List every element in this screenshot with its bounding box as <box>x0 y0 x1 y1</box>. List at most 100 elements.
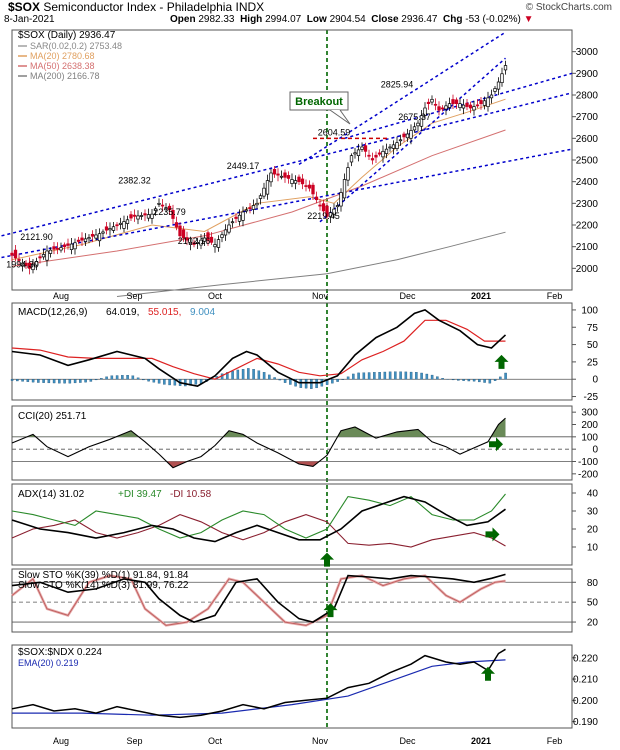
candle-body <box>468 104 473 109</box>
adx-ytick-label: 20 <box>587 525 599 536</box>
macd-histogram-bar <box>121 375 124 380</box>
macd-histogram-bar <box>278 379 282 381</box>
candle-body <box>290 179 294 184</box>
price-ytick-label: 2800 <box>576 91 599 102</box>
price-legend-entry: MA(200) 2166.78 <box>30 71 100 81</box>
macd-histogram-bar <box>126 375 129 380</box>
minus-di-line <box>11 514 506 548</box>
candle-body <box>241 211 245 221</box>
candle-body <box>164 207 168 210</box>
candle-body <box>409 130 413 139</box>
macd-histogram-bar <box>47 379 51 384</box>
candle-body <box>174 222 179 228</box>
xaxis-label-top: 2021 <box>471 291 491 301</box>
candle-body <box>461 104 466 109</box>
candle-body <box>73 242 77 250</box>
candle-body <box>346 167 350 181</box>
chart-title: $SOX Semiconductor Index - Philadelphia … <box>8 0 264 14</box>
chg-value: -53 (-0.02%) <box>465 14 521 25</box>
candle-body <box>20 262 25 267</box>
candle-body <box>143 213 147 216</box>
xaxis-label-bottom: Aug <box>53 736 69 746</box>
price-annotation: 2825.94 <box>381 79 414 89</box>
sto-k39-line <box>11 573 506 623</box>
candle-body <box>475 104 480 107</box>
price-ytick-label: 2000 <box>576 264 599 275</box>
high-label: High <box>240 14 263 25</box>
candle-body <box>356 149 361 157</box>
close-value: 2936.47 <box>401 14 438 25</box>
candle-body <box>332 208 336 215</box>
candle-body <box>370 158 375 161</box>
macd-histogram-bar <box>373 372 376 380</box>
macd-signal-line <box>11 319 506 380</box>
cci-arrow <box>489 437 503 452</box>
macd-histogram-bar <box>21 379 24 382</box>
ohlc-readout: Open 2982.33 High 2994.07 Low 2904.54 Cl… <box>170 14 534 25</box>
candle-body <box>111 226 116 231</box>
macd-histogram-bar <box>58 379 61 384</box>
candle-body <box>314 196 319 201</box>
xaxis-label-top: Dec <box>399 291 416 301</box>
xaxis-label-bottom: 2021 <box>471 736 491 746</box>
cci-negative-area <box>12 461 506 468</box>
candle-body <box>440 107 445 110</box>
macd-histogram-bar <box>68 379 72 384</box>
candle-body <box>66 243 70 246</box>
macd-histogram-bar <box>147 379 150 382</box>
macd-legend-entry: 9.004 <box>190 307 215 318</box>
trendline <box>319 57 506 223</box>
up-arrow-icon <box>494 354 509 369</box>
candle-body <box>251 205 256 210</box>
index-name: Semiconductor Index - Philadelphia <box>43 0 233 14</box>
close-label: Close <box>371 14 399 25</box>
candle-body <box>437 106 441 111</box>
candle-body <box>94 234 98 239</box>
candle-body <box>227 224 231 233</box>
candle-body <box>13 249 18 259</box>
macd-histogram-bar <box>31 379 35 383</box>
macd-arrow <box>494 354 509 369</box>
price-annotation: 1994.30 <box>6 260 39 270</box>
cci-ytick-label: 300 <box>581 408 598 419</box>
macd-histogram-bar <box>346 376 350 380</box>
cci-ytick-label: -200 <box>578 469 598 480</box>
candle-body <box>108 228 112 231</box>
candle-body <box>209 236 214 243</box>
trendline <box>1 92 573 237</box>
sto-pane-subtitle: Slow STO %K(14) %D(3) 81.99, 76.22 <box>18 580 189 591</box>
adx-ytick-label: 10 <box>587 543 599 554</box>
xaxis-label-bottom: Nov <box>312 736 329 746</box>
sto-pane-title: Slow STO %K(39) %D(1) 91.84, 91.84 <box>18 570 189 581</box>
price-annotation: 2449.17 <box>227 161 260 171</box>
price-ytick-label: 2600 <box>576 134 599 145</box>
price-ytick-label: 2300 <box>576 199 599 210</box>
macd-pane-title: MACD(12,26,9) <box>18 307 87 318</box>
candle-body <box>139 215 144 217</box>
candle-body <box>41 254 46 258</box>
price-legend-entry: MA(50) 2638.38 <box>30 61 95 71</box>
macd-histogram-bar <box>425 373 429 380</box>
candle-body <box>80 237 84 241</box>
macd-histogram-bar <box>367 372 371 380</box>
candle-body <box>10 252 14 256</box>
candle-body <box>185 237 189 241</box>
candle-body <box>27 262 32 269</box>
macd-histogram-bar <box>415 372 418 380</box>
macd-histogram-bar <box>289 379 292 385</box>
cci-ytick-label: -100 <box>578 457 598 468</box>
trendline <box>344 72 573 140</box>
macd-legend-entry: 55.015, <box>148 307 181 318</box>
macd-histogram-bar <box>357 372 360 380</box>
candle-body <box>503 65 508 71</box>
macd-histogram-bar <box>226 372 229 380</box>
candle-body <box>405 133 410 139</box>
macd-histogram-bar <box>441 378 444 380</box>
candle-body <box>62 244 67 248</box>
symbol: $SOX <box>8 0 41 14</box>
price-annotation: 2219.45 <box>307 211 340 221</box>
price-ytick-label: 2900 <box>576 69 599 80</box>
macd-histogram-bar <box>241 369 245 380</box>
candle-body <box>69 243 74 250</box>
low-value: 2904.54 <box>329 14 366 25</box>
